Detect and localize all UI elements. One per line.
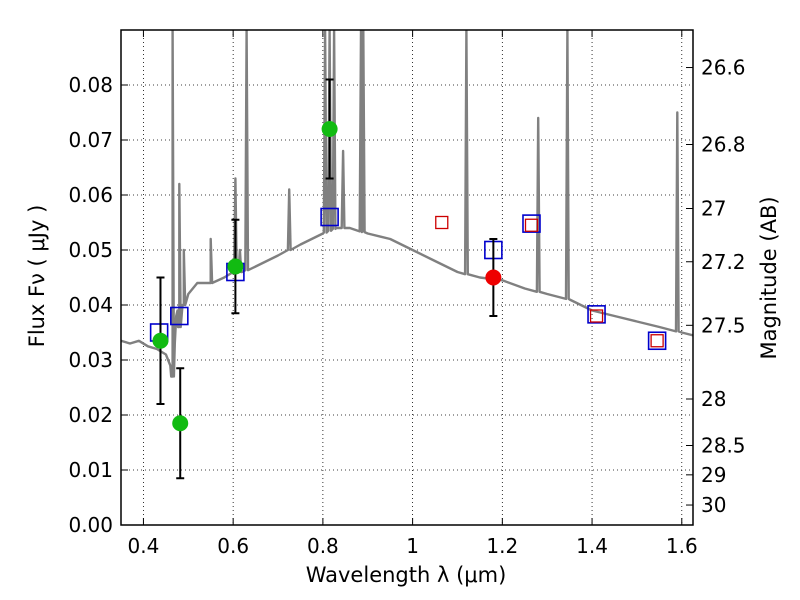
mag-tick-label: 29 [701,463,726,487]
green-detection-point [172,415,189,432]
y-tick-label: 0.02 [68,403,113,427]
y-tick-label: 0.01 [68,458,113,482]
x-tick-label: 0.4 [128,534,160,558]
mag-tick-label: 28.5 [701,434,746,458]
x-tick-label: 0.8 [307,534,339,558]
x-tick-label: 1.4 [576,534,608,558]
blue-square-marker [320,207,339,227]
grid [121,30,693,526]
mag-tick-label: 27.5 [701,313,746,337]
red-square-marker [589,309,604,323]
y-tick-label: 0.03 [68,348,113,372]
sed-spectrum-line [121,30,693,378]
mag-tick-label: 28 [701,387,726,411]
mag-tick-label: 26.6 [701,56,746,80]
red-square-marker [650,334,664,348]
y-tick-label: 0.00 [68,513,113,537]
blue-square-marker [647,331,667,351]
red-square-marker [435,215,449,230]
green-detection-point [152,332,169,349]
x-tick-label: 1.2 [486,534,518,558]
plot-frame [120,29,694,526]
green-detection-point [321,121,338,137]
y-tick-label: 0.08 [68,73,113,97]
y-tick-label: 0.06 [68,183,113,207]
y-axis-right-label: Magnitude (AB) [757,196,781,359]
mag-tick-label: 27.2 [701,250,746,274]
red-detection-point [485,269,502,286]
mag-tick-label: 27 [701,197,726,221]
x-tick-label: 1.6 [666,534,698,558]
axis-ticks: 0.4 0.6 0.8 1 1.2 1.4 1.6 0.00 0.01 0.02 0.03 0.04 0… [68,30,746,558]
blue-square-marker [587,305,606,324]
mag-tick-label: 26.8 [701,132,746,156]
x-tick-label: 0.6 [217,534,249,558]
blue-square-marker [522,214,541,233]
y-tick-label: 0.07 [68,128,113,152]
x-axis-label: Wavelength λ (μm) [306,563,507,587]
y-axis-label: Flux Fν ( μJy ) [25,205,49,348]
red-square-marker [524,218,539,232]
y-tick-label: 0.05 [68,238,113,262]
y-tick-label: 0.04 [68,293,113,317]
sed-spectrum [121,30,693,378]
x-tick-label: 1 [406,534,419,558]
blue-square-marker [170,306,189,326]
data-points [149,78,667,480]
green-detection-point [227,258,244,275]
mag-tick-label: 30 [701,493,726,517]
